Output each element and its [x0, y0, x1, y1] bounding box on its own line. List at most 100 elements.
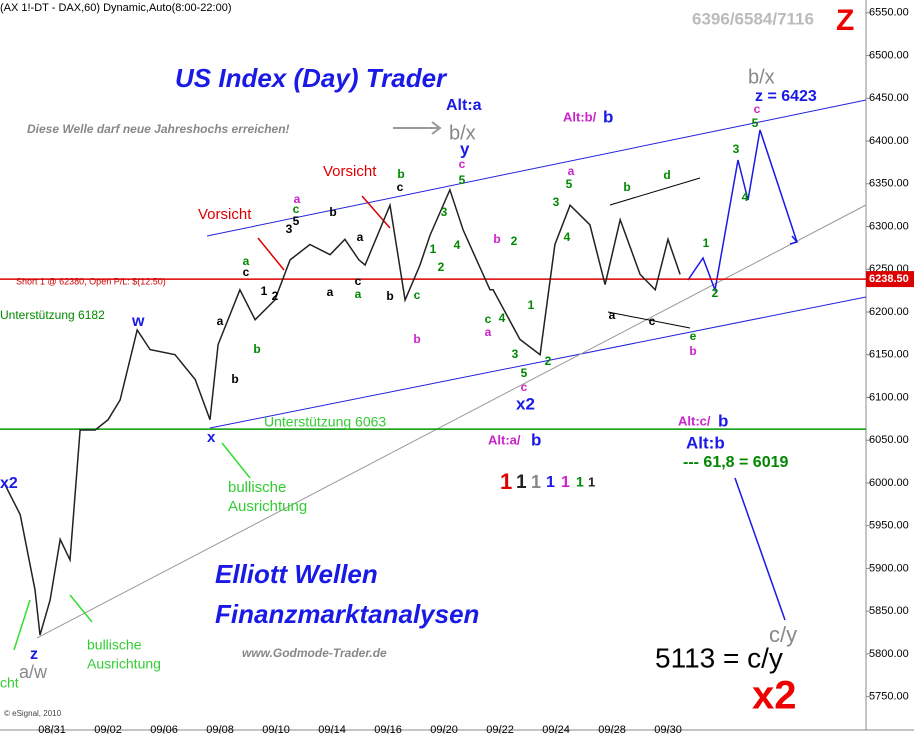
wave-label: a [609, 308, 616, 322]
annotation: © eSignal, 2010 [4, 709, 62, 718]
arrow-head [789, 235, 799, 245]
annotation: Diese Welle darf neue Jahreshochs erreic… [27, 122, 290, 136]
y-tick-label: 5900.00 [869, 562, 909, 574]
y-tick-label: 6050.00 [869, 434, 909, 446]
annotation: Alt:a/ [488, 432, 521, 447]
wave-label: b [493, 232, 500, 246]
wave-label: a [327, 285, 334, 299]
annotation: x2 [516, 394, 535, 413]
x-tick-label: 09/20 [430, 724, 458, 736]
wave-label: 4 [499, 311, 506, 325]
annotation: b [718, 411, 728, 430]
wave-label: a [355, 287, 362, 301]
x-tick-label: 09/14 [318, 724, 346, 736]
annotation: Z [836, 4, 854, 37]
y-tick-label: 6450.00 [869, 92, 909, 104]
x-tick-label: 09/02 [94, 724, 122, 736]
x-tick-label: 09/24 [542, 724, 570, 736]
wave-label: 5 [752, 116, 759, 130]
annotation: a/w [19, 662, 48, 682]
wave-label: b [397, 167, 404, 181]
annotation: 1 [576, 474, 584, 490]
annotation: cht [0, 675, 19, 691]
green-arrow [69, 594, 93, 623]
wave-label: c [521, 380, 528, 394]
wave-label: b [623, 180, 630, 194]
wave-label: c [243, 265, 250, 279]
annotation: 1 [561, 474, 570, 491]
annotation: 1 [588, 474, 595, 489]
annotation: 6396/6584/7116 [692, 9, 814, 28]
annotation: z [30, 646, 38, 663]
green-arrow [13, 599, 31, 651]
arrow-head [431, 121, 442, 135]
annotation: bullische [87, 637, 142, 653]
wave-label: b [413, 332, 420, 346]
wave-label: c [754, 102, 761, 116]
annotation: x [207, 429, 216, 446]
wave-label: 3 [286, 222, 293, 236]
wave-label: 2 [272, 289, 279, 303]
projection-path [687, 129, 798, 293]
y-tick-label: 6200.00 [869, 306, 909, 318]
red-arrow [257, 237, 285, 271]
wave-label: 5 [293, 214, 300, 228]
y-tick-label: 6500.00 [869, 49, 909, 61]
wave-label: c [649, 314, 656, 328]
y-tick-label: 5800.00 [869, 648, 909, 660]
wave-label: e [690, 329, 697, 343]
x-tick-label: 09/30 [654, 724, 682, 736]
annotation: Vorsicht [198, 206, 252, 223]
annotation: bullische [228, 479, 286, 496]
wave-label: a [357, 230, 364, 244]
wave-label: 1 [528, 298, 535, 312]
wave-label: c [355, 274, 362, 288]
annotation: b/x [449, 122, 476, 144]
wave-label: 3 [512, 347, 519, 361]
wave-label: 4 [454, 238, 461, 252]
channel-lower [209, 296, 867, 429]
price-label: 6238.50 [869, 273, 909, 285]
annotation: b/x [748, 66, 775, 88]
annotation: w [131, 313, 145, 330]
wave-label: c [397, 180, 404, 194]
wave-label: 2 [438, 260, 445, 274]
wave-label: 1 [703, 236, 710, 250]
wave-label: b [329, 205, 336, 219]
annotation: (AX 1!-DT - DAX,60) Dynamic,Auto(8:00-22… [0, 2, 232, 14]
wave-label: 2 [712, 286, 719, 300]
annotation: 1 [516, 472, 527, 493]
annotation: Elliott Wellen [215, 559, 378, 589]
price-line [4, 187, 681, 636]
price-label-box [866, 271, 914, 288]
wave-label: 1 [261, 284, 268, 298]
y-tick-label: 5850.00 [869, 605, 909, 617]
y-tick-label: 6300.00 [869, 220, 909, 232]
annotation: z = 6423 [755, 88, 817, 105]
trend-line [36, 204, 867, 639]
wave-label: a [485, 325, 492, 339]
wave-label: b [231, 372, 238, 386]
wave-label: 2 [545, 354, 552, 368]
wave-label: 3 [553, 195, 560, 209]
annotation: y [460, 139, 470, 158]
wave-label: a [243, 254, 250, 268]
annotation: Vorsicht [323, 163, 377, 180]
annotation: Ausrichtung [228, 498, 307, 515]
y-tick-label: 6350.00 [869, 178, 909, 190]
wave-label: 2 [511, 234, 518, 248]
x-tick-label: 09/10 [262, 724, 290, 736]
wave-label: c [414, 288, 421, 302]
y-tick-label: 5750.00 [869, 691, 909, 703]
annotation: Unterstützung 6063 [264, 414, 386, 430]
annotation: 1 [546, 474, 555, 491]
wave-label: a [294, 192, 301, 206]
wave-label: d [663, 168, 670, 182]
annotation: Unterstützung 6182 [0, 308, 105, 322]
annotation: c/y [769, 622, 797, 647]
annotation: b [603, 107, 613, 126]
wave-label: c [485, 312, 492, 326]
wave-label: a [568, 164, 575, 178]
wave-label: b [386, 289, 393, 303]
